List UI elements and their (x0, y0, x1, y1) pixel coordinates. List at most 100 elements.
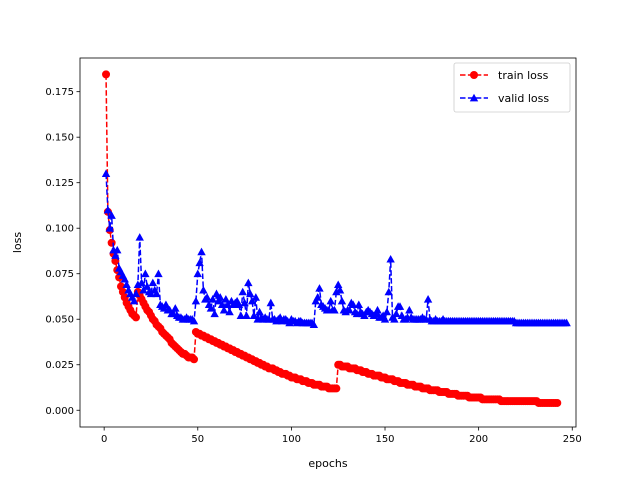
data-point (335, 285, 345, 294)
data-point (171, 304, 180, 312)
data-point (122, 280, 131, 289)
legend: train loss valid loss (453, 62, 571, 113)
data-point (313, 293, 322, 301)
data-point (405, 305, 414, 314)
data-point (240, 298, 249, 307)
data-point (384, 287, 393, 296)
data-point (102, 70, 111, 79)
data-point (206, 304, 216, 312)
data-point (152, 289, 161, 298)
data-point (553, 398, 562, 407)
data-point (135, 233, 144, 241)
data-point (131, 313, 140, 322)
y-tick-label: 0.050 (45, 315, 74, 326)
data-point (386, 254, 395, 263)
data-point (382, 307, 392, 316)
data-point (141, 269, 150, 278)
data-point (251, 293, 261, 301)
y-tick-label: 0.000 (45, 406, 74, 417)
legend-label: valid loss (498, 92, 549, 105)
data-point (103, 205, 113, 214)
legend-marker (470, 71, 478, 79)
data-point (190, 355, 199, 364)
data-point (161, 300, 171, 309)
data-point (337, 296, 347, 305)
data-point (202, 293, 212, 301)
data-point (242, 311, 251, 319)
data-point (219, 305, 229, 314)
data-point (120, 274, 129, 283)
data-point (225, 307, 234, 316)
y-tick-label: 0.150 (45, 133, 74, 144)
x-axis-label: epochs (308, 457, 347, 470)
legend-entry: valid loss (460, 92, 549, 105)
series-train-loss (102, 70, 562, 407)
x-axis: 0 50 100 150 200 250 (101, 427, 582, 445)
data-point (309, 320, 319, 329)
plot-frame (79, 57, 577, 428)
data-point (210, 309, 219, 318)
data-point (373, 305, 382, 314)
data-point (101, 169, 111, 177)
legend-marker (469, 93, 479, 102)
legend-entry: train loss (460, 69, 549, 82)
data-point (195, 258, 204, 267)
data-point (392, 309, 401, 318)
data-point (105, 224, 114, 232)
y-tick-label: 0.075 (45, 269, 74, 280)
data-point (197, 247, 206, 256)
data-point (189, 316, 199, 325)
data-point (395, 302, 405, 310)
y-axis-label: loss (11, 232, 24, 254)
data-point (129, 296, 139, 305)
data-point (380, 315, 390, 323)
data-point (249, 311, 259, 319)
data-point (354, 300, 364, 309)
y-tick-label: 0.025 (45, 360, 74, 371)
legend-box (453, 62, 571, 113)
data-point (334, 280, 343, 289)
data-point (111, 256, 120, 265)
plot-area (80, 58, 576, 427)
data-point (423, 295, 433, 303)
data-point (217, 300, 227, 309)
data-point (212, 289, 221, 298)
data-point (236, 311, 246, 319)
data-point (562, 318, 571, 327)
data-point (315, 284, 324, 292)
data-point (148, 278, 158, 287)
data-point (193, 269, 202, 278)
data-point (330, 305, 339, 314)
data-point (131, 289, 141, 298)
legend-label: train loss (498, 69, 549, 82)
data-point (326, 296, 335, 305)
data-point (332, 384, 341, 393)
data-point (208, 295, 217, 303)
data-point (345, 305, 354, 314)
data-point (348, 300, 358, 309)
data-point (221, 295, 231, 303)
data-point (113, 245, 122, 254)
data-point (143, 282, 152, 290)
y-tick-label: 0.100 (45, 224, 74, 235)
data-point (191, 296, 201, 305)
data-point (255, 307, 264, 316)
x-tick-label: 50 (191, 434, 204, 445)
data-point (238, 287, 247, 296)
data-point (111, 251, 120, 259)
data-point (137, 278, 146, 287)
data-point (266, 298, 275, 307)
data-point (107, 238, 116, 247)
data-point (390, 315, 399, 323)
data-point (107, 211, 116, 219)
y-tick-label: 0.125 (45, 178, 74, 189)
x-tick-label: 200 (469, 434, 488, 445)
x-tick-label: 0 (101, 434, 107, 445)
data-point (216, 293, 225, 301)
x-tick-label: 100 (282, 434, 301, 445)
x-tick-label: 150 (375, 434, 394, 445)
data-point (199, 285, 208, 294)
series-layer (101, 70, 571, 407)
x-tick-label: 250 (563, 434, 582, 445)
